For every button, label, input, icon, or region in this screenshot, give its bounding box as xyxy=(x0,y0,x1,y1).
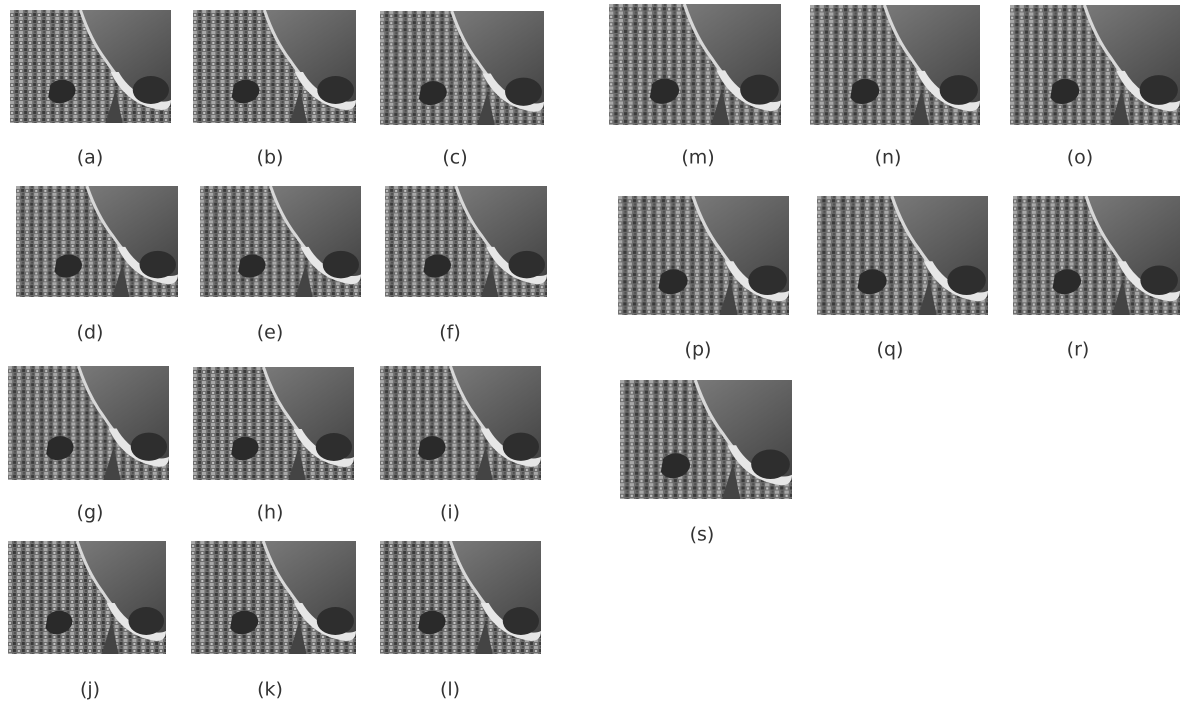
panel-label: (c) xyxy=(442,147,467,169)
panel-image xyxy=(16,186,178,297)
panel-image xyxy=(1013,196,1180,315)
panel-label: (o) xyxy=(1067,147,1093,169)
panel-label: (j) xyxy=(80,679,100,701)
panel-label: (s) xyxy=(690,524,715,546)
panel-label: (h) xyxy=(257,502,284,524)
panel-label: (f) xyxy=(439,322,461,344)
panel-label: (p) xyxy=(685,339,712,361)
panel-image xyxy=(609,4,781,125)
panel-label: (m) xyxy=(681,147,714,169)
panel-label: (l) xyxy=(440,679,460,701)
panel-label: (g) xyxy=(77,502,104,524)
panel-label: (a) xyxy=(77,147,103,169)
panel-image xyxy=(380,366,541,480)
panel-image xyxy=(810,5,980,125)
panel-image xyxy=(380,541,541,654)
panel-image xyxy=(193,10,356,123)
panel-image xyxy=(620,380,792,499)
panel-image xyxy=(10,10,171,123)
panel-label: (q) xyxy=(877,339,904,361)
panel-image xyxy=(618,196,789,315)
panel-image xyxy=(8,541,166,654)
panel-label: (k) xyxy=(257,679,283,701)
panel-image xyxy=(380,11,544,125)
panel-label: (e) xyxy=(257,322,284,344)
panel-label: (i) xyxy=(440,502,460,524)
panel-image xyxy=(385,186,547,297)
panel-image xyxy=(191,541,356,654)
panel-image xyxy=(8,366,169,480)
panel-label: (n) xyxy=(875,147,902,169)
panel-image xyxy=(817,196,988,315)
panel-label: (r) xyxy=(1067,339,1090,361)
panel-image xyxy=(1010,5,1180,125)
panel-label: (d) xyxy=(77,322,104,344)
panel-label: (b) xyxy=(257,147,284,169)
panel-image xyxy=(200,186,361,297)
panel-image xyxy=(193,367,354,480)
